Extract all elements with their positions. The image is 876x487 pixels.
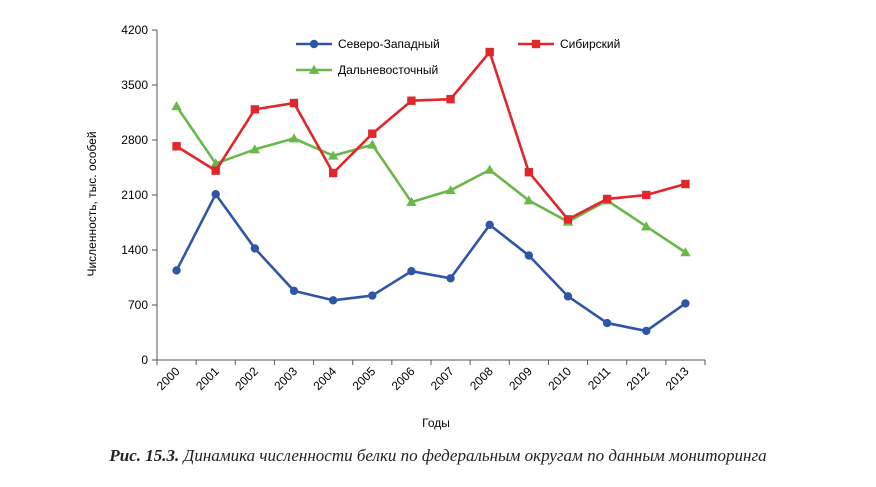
data-point: [602, 194, 612, 204]
data-point: [211, 166, 220, 175]
legend-label: Сибирский: [560, 37, 620, 51]
data-point: [407, 96, 416, 105]
data-point: [368, 129, 377, 138]
data-point: [680, 247, 691, 257]
y-tick-label: 2800: [121, 133, 148, 147]
data-point: [407, 267, 416, 276]
axes: 0 700 1400 2100 2800 3500 4200 2000 2001 2002 2003…: [121, 23, 706, 393]
data-point: [681, 299, 690, 308]
data-point: [367, 139, 378, 149]
data-point: [485, 47, 494, 57]
figure-caption-label: Рис. 15.3.: [109, 446, 180, 465]
data-point: [681, 179, 690, 189]
data-point: [485, 220, 494, 230]
data-point: [523, 195, 535, 205]
y-tick-label: 4200: [121, 23, 148, 37]
legend-label: Северо-Западный: [338, 37, 440, 51]
x-tick-label: 2001: [193, 364, 222, 393]
data-point: [172, 142, 181, 151]
series-layer: [171, 47, 691, 336]
data-point: [524, 251, 534, 260]
y-axis-label: Численность, тыс. особей: [85, 131, 99, 276]
series-line: [175, 192, 687, 333]
x-tick-label: 2008: [467, 364, 496, 393]
x-axis-label: Годы: [422, 416, 450, 430]
data-point: [524, 168, 534, 177]
data-point: [484, 164, 495, 174]
x-tick-label: 2002: [232, 364, 261, 393]
y-tick-label: 0: [141, 353, 148, 367]
x-tick-label: 2012: [624, 364, 653, 393]
data-point: [250, 244, 260, 253]
series-line: [175, 50, 686, 221]
legend-item: Северо-Западный: [296, 37, 440, 51]
data-point: [289, 98, 299, 108]
series-circle: [172, 190, 690, 336]
series-square: [172, 47, 690, 224]
data-point: [642, 326, 651, 336]
legend-label: Дальневосточный: [338, 63, 438, 77]
x-tick-label: 2003: [271, 364, 300, 393]
y-tick-label: 1400: [121, 243, 148, 257]
data-point: [327, 150, 339, 160]
data-point: [642, 190, 651, 200]
series-line: [175, 105, 687, 254]
data-point: [289, 286, 299, 296]
x-tick-label: 2009: [506, 364, 535, 393]
x-tick-label: 2013: [663, 364, 692, 393]
x-tick-label: 2010: [545, 364, 574, 393]
data-point: [308, 64, 320, 74]
y-tick-label: 2100: [121, 188, 148, 202]
data-point: [171, 101, 182, 111]
data-point: [288, 133, 300, 143]
data-point: [641, 221, 652, 231]
data-point: [445, 185, 456, 195]
data-point: [602, 318, 612, 328]
y-tick-label: 700: [128, 298, 148, 312]
data-point: [563, 215, 573, 224]
x-tick-label: 2004: [310, 364, 339, 393]
x-tick-label: 2005: [350, 364, 379, 393]
data-point: [406, 196, 417, 206]
y-tick-label: 3500: [121, 78, 148, 92]
data-point: [446, 94, 455, 104]
data-point: [172, 266, 181, 275]
legend-item: Дальневосточный: [296, 63, 438, 77]
data-point: [328, 296, 338, 305]
data-point: [250, 105, 260, 114]
x-tick-label: 2011: [585, 364, 613, 392]
figure-caption-text: Динамика численности белки по федеральны…: [179, 446, 767, 465]
legend: Северо-Западный Сибирский Дальневосточный: [296, 37, 620, 77]
data-point: [446, 274, 455, 283]
x-tick-label: 2007: [428, 364, 457, 393]
data-point: [563, 292, 573, 301]
x-tick-label: 2000: [154, 364, 183, 393]
series-triangle: [171, 101, 691, 257]
legend-item: Сибирский: [518, 37, 620, 51]
data-point: [211, 190, 220, 199]
data-point: [309, 39, 319, 49]
data-point: [368, 291, 377, 300]
line-chart: 0 700 1400 2100 2800 3500 4200 2000 2001 2002 2003…: [85, 23, 706, 430]
data-point: [328, 168, 338, 178]
figure-caption: Рис. 15.3. Динамика численности белки по…: [0, 446, 876, 466]
data-point: [531, 39, 541, 49]
data-point: [249, 144, 261, 154]
x-tick-label: 2006: [389, 364, 418, 393]
